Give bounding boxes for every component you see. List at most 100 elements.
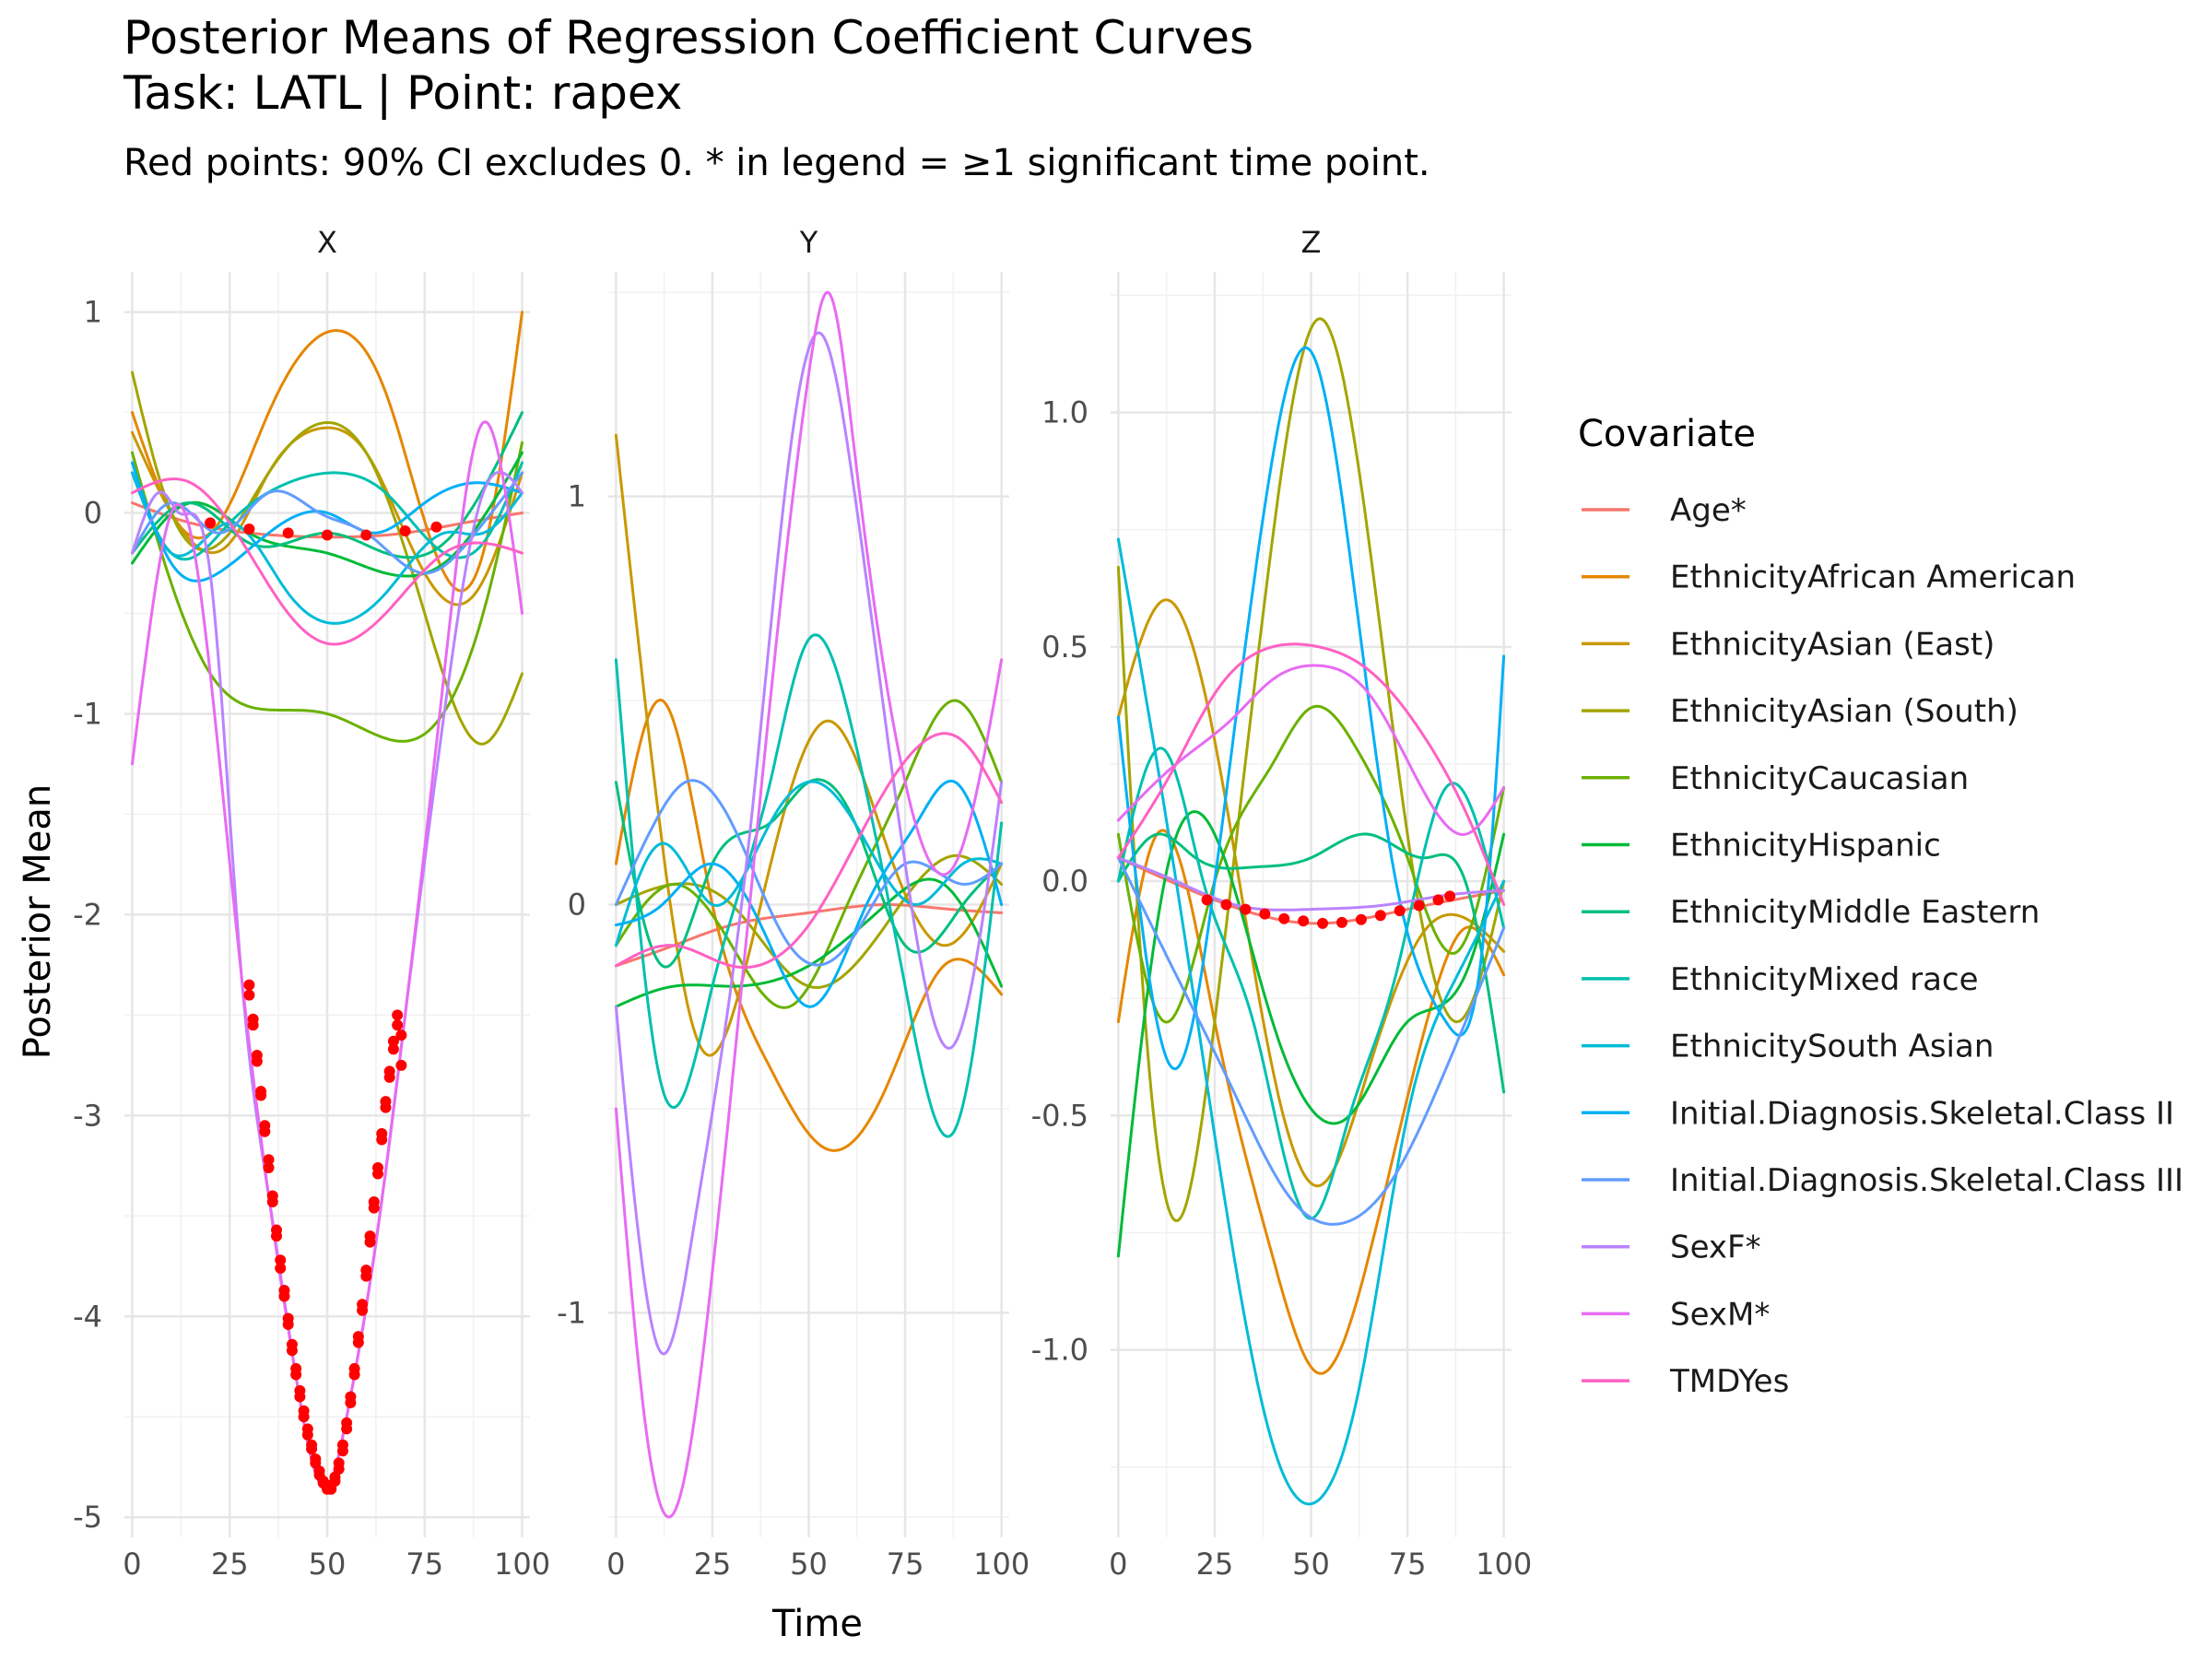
legend-label: Initial.Diagnosis.Skeletal.Class II <box>1670 1095 2174 1132</box>
x-tick-label: 75 <box>887 1547 924 1582</box>
legend: Covariate Age* EthnicityAfrican American E… <box>1578 413 2183 1400</box>
series-line <box>1116 810 1506 1258</box>
y-tick-label: 1 <box>568 479 586 514</box>
significant-point <box>251 1055 263 1067</box>
y-tick-label: 0 <box>568 888 586 923</box>
series-line <box>614 331 1004 1356</box>
y-axis-title: Posterior Mean <box>17 784 59 1059</box>
y-tick-label: 1 <box>84 295 102 330</box>
y-tick-label: 1.0 <box>1041 395 1088 430</box>
series-line <box>1116 704 1506 1024</box>
series-line <box>1116 598 1506 1188</box>
significant-point <box>271 1230 282 1242</box>
significant-point <box>395 1030 407 1041</box>
series-line <box>131 371 524 746</box>
series-line <box>1116 832 1506 1094</box>
series-line <box>131 311 524 593</box>
legend-label: EthnicityAsian (East) <box>1670 626 1994 663</box>
y-tick-label: 0.0 <box>1041 864 1088 899</box>
facet-label-x: X <box>317 225 337 260</box>
series-line <box>614 732 1004 970</box>
significant-point <box>1298 915 1310 927</box>
legend-label: EthnicityMixed race <box>1670 961 1979 998</box>
significant-point <box>392 1009 404 1021</box>
significant-point <box>286 1345 298 1357</box>
significant-point <box>243 523 255 535</box>
legend-item: EthnicityHispanic <box>1582 828 1941 865</box>
x-axis-title: Time <box>771 1603 863 1645</box>
x-tick-label: 75 <box>1389 1547 1427 1582</box>
y-tick-label: 0.5 <box>1041 629 1088 665</box>
panel-x: 0 25 50 75 100 1 0 -1 -2 -3 -4 -5 X <box>73 225 550 1582</box>
x-tick-label: 0 <box>606 1547 625 1582</box>
significant-point <box>322 529 333 541</box>
facet-label-z: Z <box>1301 225 1322 260</box>
legend-item: EthnicityAfrican American <box>1582 559 2076 596</box>
legend-label: EthnicityAfrican American <box>1670 559 2076 596</box>
y-tick-label: -4 <box>73 1299 102 1334</box>
x-tick-label: 100 <box>973 1547 1030 1582</box>
significant-point <box>1240 903 1252 915</box>
significant-point <box>259 1125 271 1137</box>
significant-point <box>1394 905 1406 917</box>
significant-point <box>376 1134 388 1146</box>
series-line <box>614 290 1004 1519</box>
significant-point <box>243 979 255 991</box>
legend-label: EthnicityAsian (South) <box>1670 693 2018 730</box>
significant-point <box>387 1035 399 1047</box>
legend-item: EthnicitySouth Asian <box>1582 1029 1994 1065</box>
legend-title: Covariate <box>1578 413 1756 455</box>
significant-point <box>345 1396 357 1408</box>
legend-label: EthnicityMiddle Eastern <box>1670 894 2040 931</box>
significant-point <box>1201 894 1213 906</box>
significant-point <box>306 1443 318 1455</box>
legend-item: EthnicityMiddle Eastern <box>1582 894 2040 931</box>
series-line <box>614 779 1004 1008</box>
significant-point <box>392 1019 404 1031</box>
legend-item: SexM* <box>1582 1296 1770 1333</box>
significant-point <box>333 1463 345 1475</box>
x-tick-label: 100 <box>1476 1547 1532 1582</box>
x-tick-label: 100 <box>494 1547 550 1582</box>
x-tick-label: 50 <box>790 1547 828 1582</box>
significant-point <box>255 1089 267 1101</box>
y-tick-label: -1 <box>73 696 102 731</box>
significant-point <box>1317 917 1329 929</box>
x-tick-label: 50 <box>1292 1547 1330 1582</box>
significant-point <box>294 1391 306 1403</box>
significant-point <box>352 1336 364 1348</box>
y-tick-label: -3 <box>73 1098 102 1133</box>
significant-point <box>275 1262 287 1274</box>
significant-point <box>298 1411 310 1423</box>
significant-point <box>357 1304 369 1316</box>
significant-point <box>360 1270 372 1282</box>
significant-point <box>1259 908 1271 920</box>
significant-point <box>1444 890 1456 902</box>
significant-point <box>266 1196 278 1208</box>
significant-point <box>368 1202 380 1214</box>
significant-point <box>243 989 255 1001</box>
significant-point <box>1432 894 1444 906</box>
significant-point <box>341 1423 353 1435</box>
significant-point <box>430 521 442 533</box>
legend-item: SexF* <box>1582 1230 1761 1266</box>
significant-point <box>383 1071 395 1083</box>
significant-point <box>387 1043 399 1055</box>
legend-label: EthnicityHispanic <box>1670 828 1941 865</box>
significant-point <box>1278 912 1290 924</box>
legend-label: EthnicitySouth Asian <box>1670 1029 1994 1065</box>
series-line <box>614 903 1004 968</box>
legend-label: Initial.Diagnosis.Skeletal.Class III <box>1670 1162 2183 1199</box>
y-tick-label: -0.5 <box>1031 1098 1088 1133</box>
significant-point <box>336 1445 348 1457</box>
legend-item: Initial.Diagnosis.Skeletal.Class III <box>1582 1162 2183 1199</box>
significant-point <box>282 527 294 539</box>
significant-point <box>278 1290 290 1302</box>
significant-point <box>282 1318 294 1330</box>
panel-z: 0 25 50 75 100 1.0 0.5 0.0 -0.5 -1.0 Z <box>1031 225 1533 1582</box>
series-line <box>1116 317 1506 1222</box>
significant-point <box>360 529 372 541</box>
series-line <box>1116 829 1506 1375</box>
legend-item: Age* <box>1582 492 1747 529</box>
